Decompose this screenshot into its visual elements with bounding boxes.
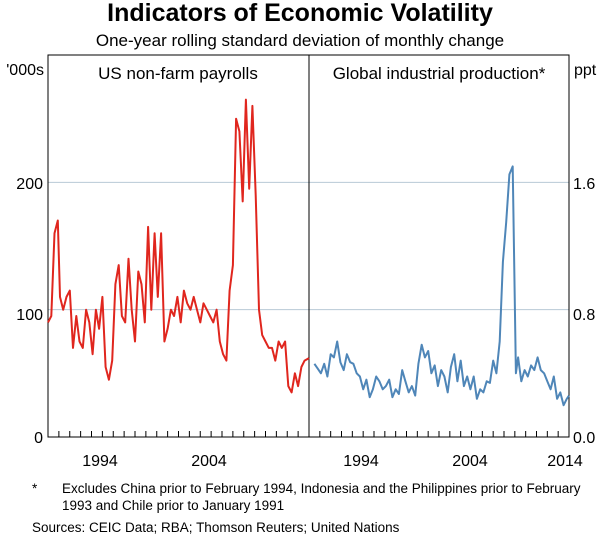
right-ytick-08: 0.8 — [573, 307, 595, 324]
chart-subtitle: One-year rolling standard deviation of m… — [96, 31, 504, 50]
us-payrolls-line — [47, 98, 310, 394]
footnote-marker: * — [32, 481, 38, 496]
footnote-text: Excludes China prior to February 1994, I… — [62, 481, 581, 513]
left-ytick-200: 200 — [16, 176, 43, 193]
right-unit-label: ppt — [574, 62, 597, 79]
left-xtick-2004: 2004 — [191, 453, 227, 470]
left-xtick-1994: 1994 — [82, 453, 118, 470]
left-unit-label: '000s — [6, 62, 44, 79]
right-panel-label: Global industrial production* — [333, 64, 546, 83]
chart-title: Indicators of Economic Volatility — [107, 0, 493, 27]
left-ytick-100: 100 — [16, 307, 43, 324]
global-ip-line — [313, 165, 570, 407]
right-xtick-2014: 2014 — [547, 453, 583, 470]
left-ytick-0: 0 — [34, 430, 43, 447]
right-ytick-0: 0.0 — [573, 430, 595, 447]
right-xtick-1994: 1994 — [343, 453, 379, 470]
footnote: * Excludes China prior to February 1994,… — [32, 480, 592, 514]
right-xtick-2004: 2004 — [452, 453, 488, 470]
sources-line: Sources: CEIC Data; RBA; Thomson Reuters… — [32, 520, 400, 535]
left-panel-label: US non-farm payrolls — [98, 64, 258, 83]
right-ytick-16: 1.6 — [573, 176, 595, 193]
x-tick-marks — [47, 431, 570, 437]
